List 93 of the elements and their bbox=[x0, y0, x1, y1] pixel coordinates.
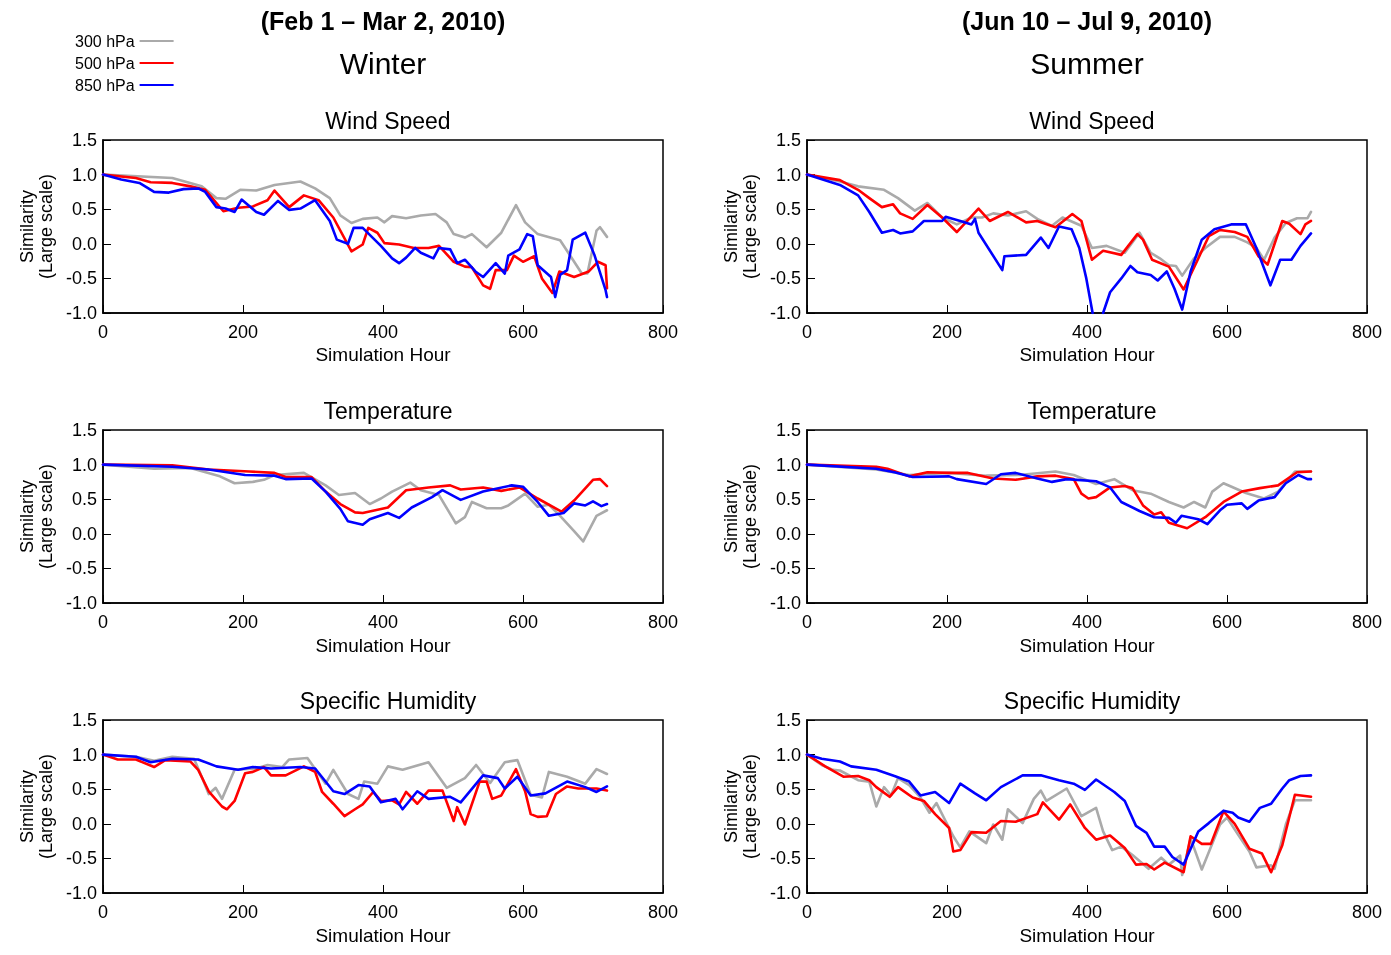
y-tick-label: -1.0 bbox=[65, 303, 97, 323]
y-tick-label: 1.5 bbox=[71, 130, 97, 150]
legend-label: 850 hPa bbox=[75, 76, 135, 94]
x-axis-title: Simulation Hour bbox=[1019, 344, 1156, 365]
x-tick-label: 600 bbox=[507, 322, 539, 342]
line-series bbox=[101, 753, 609, 811]
y-tick-label: -0.5 bbox=[769, 268, 801, 289]
x-tick-label: 0 bbox=[97, 322, 109, 342]
x-axis-title: Simulation Hour bbox=[1019, 924, 1156, 946]
x-tick-label: 400 bbox=[367, 322, 399, 342]
x-tick-label: 800 bbox=[1351, 612, 1383, 632]
y-tick-label: -1.0 bbox=[769, 883, 801, 903]
y-tick-label: -1.0 bbox=[65, 883, 97, 903]
text: Summer bbox=[1030, 46, 1144, 80]
y-tick-label: 1.0 bbox=[775, 744, 801, 765]
y-tick-label: -0.5 bbox=[65, 848, 97, 869]
y-tick-label: -0.5 bbox=[769, 558, 801, 579]
y-tick-label: 1.0 bbox=[71, 164, 97, 185]
y-tick-label: 0.5 bbox=[71, 199, 97, 220]
x-tick-label: 600 bbox=[1211, 322, 1243, 342]
y-tick-label: 0.5 bbox=[775, 199, 801, 220]
x-tick-label: 400 bbox=[1071, 322, 1103, 342]
x-tick-label: 600 bbox=[507, 612, 539, 632]
y-axis-title: Similarity (Large scale) bbox=[16, 753, 56, 860]
x-tick-label: 0 bbox=[801, 322, 813, 342]
y-tick-label: 1.0 bbox=[71, 744, 97, 765]
x-axis-title: Simulation Hour bbox=[315, 344, 452, 365]
y-tick-label: 1.0 bbox=[775, 164, 801, 185]
x-tick-label: 400 bbox=[1071, 902, 1103, 922]
line-series bbox=[101, 463, 609, 527]
y-tick-label: 0.5 bbox=[775, 779, 801, 800]
y-tick-label: -1.0 bbox=[769, 303, 801, 323]
x-tick-label: 200 bbox=[227, 902, 259, 922]
y-tick-label: 0.5 bbox=[71, 779, 97, 800]
x-tick-label: 600 bbox=[507, 902, 539, 922]
y-tick-label: -0.5 bbox=[769, 848, 801, 869]
chart-title: Wind Speed bbox=[1029, 107, 1155, 134]
y-tick-label: 1.5 bbox=[775, 130, 801, 150]
x-tick-label: 600 bbox=[1211, 902, 1243, 922]
x-tick-label: 400 bbox=[367, 902, 399, 922]
y-tick-label: -1.0 bbox=[65, 593, 97, 613]
y-tick-label: -0.5 bbox=[65, 268, 97, 289]
y-axis-title: Similarity (Large scale) bbox=[16, 463, 56, 570]
y-tick-label: -1.0 bbox=[769, 593, 801, 613]
y-tick-label: 0.0 bbox=[71, 813, 97, 834]
text: Winter bbox=[339, 46, 427, 80]
y-tick-label: 1.5 bbox=[775, 420, 801, 440]
y-tick-label: 0.0 bbox=[775, 813, 801, 834]
text: (Feb 1 – Mar 2, 2010) bbox=[260, 6, 506, 35]
x-axis-title: Simulation Hour bbox=[315, 634, 452, 656]
x-tick-label: 600 bbox=[1211, 612, 1243, 632]
x-tick-label: 800 bbox=[647, 612, 679, 632]
y-tick-label: 0.5 bbox=[775, 489, 801, 510]
x-tick-label: 200 bbox=[227, 612, 259, 632]
y-tick-label: 1.0 bbox=[71, 454, 97, 475]
x-tick-label: 200 bbox=[227, 322, 259, 342]
y-tick-label: 1.0 bbox=[775, 454, 801, 475]
chart-title: Specific Humidity bbox=[1003, 687, 1181, 714]
x-tick-label: 200 bbox=[931, 612, 963, 632]
x-tick-label: 0 bbox=[97, 612, 109, 632]
y-axis-title: Similarity (Large scale) bbox=[16, 173, 56, 280]
x-tick-label: 800 bbox=[647, 322, 679, 342]
x-tick-label: 800 bbox=[1351, 902, 1383, 922]
y-tick-label: 0.0 bbox=[775, 523, 801, 544]
x-tick-label: 800 bbox=[647, 902, 679, 922]
x-axis-title: Simulation Hour bbox=[315, 924, 452, 946]
y-tick-label: 1.5 bbox=[71, 710, 97, 730]
x-tick-label: 800 bbox=[1351, 322, 1383, 342]
legend-label: 500 hPa bbox=[75, 54, 135, 72]
y-tick-label: 0.0 bbox=[71, 233, 97, 254]
x-axis-title: Simulation Hour bbox=[1019, 634, 1156, 656]
x-tick-label: 0 bbox=[801, 902, 813, 922]
y-axis-title: Similarity (Large scale) bbox=[720, 463, 760, 570]
x-tick-label: 400 bbox=[1071, 612, 1103, 632]
chart-title: Temperature bbox=[323, 397, 453, 424]
x-tick-label: 400 bbox=[367, 612, 399, 632]
legend-label: 300 hPa bbox=[75, 32, 135, 50]
x-tick-label: 0 bbox=[97, 902, 109, 922]
text: (Jun 10 – Jul 9, 2010) bbox=[961, 6, 1213, 35]
chart-title: Wind Speed bbox=[325, 107, 451, 134]
x-tick-label: 200 bbox=[931, 322, 963, 342]
y-tick-label: 0.0 bbox=[71, 523, 97, 544]
y-tick-label: 1.5 bbox=[775, 710, 801, 730]
x-tick-label: 0 bbox=[801, 612, 813, 632]
chart-title: Temperature bbox=[1027, 397, 1157, 424]
chart-title: Specific Humidity bbox=[299, 687, 477, 714]
x-tick-label: 200 bbox=[931, 902, 963, 922]
y-tick-label: 1.5 bbox=[71, 420, 97, 440]
y-tick-label: 0.5 bbox=[71, 489, 97, 510]
y-tick-label: 0.0 bbox=[775, 233, 801, 254]
y-axis-title: Similarity (Large scale) bbox=[720, 753, 760, 860]
y-tick-label: -0.5 bbox=[65, 558, 97, 579]
y-axis-title: Similarity (Large scale) bbox=[720, 173, 760, 280]
